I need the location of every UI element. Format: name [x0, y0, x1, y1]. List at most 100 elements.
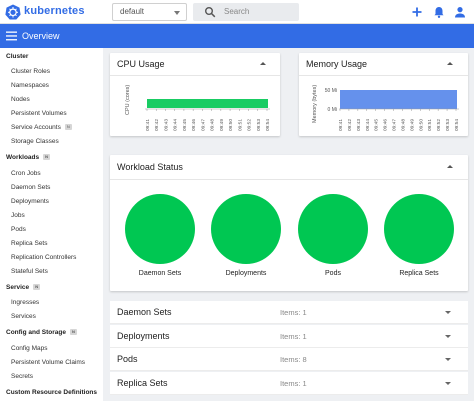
resource-item-count: Items: 1 — [280, 308, 307, 317]
collapse-icon[interactable] — [447, 165, 453, 168]
namespace-select[interactable]: default — [112, 3, 187, 21]
namespaced-badge: N — [69, 329, 77, 336]
x-tick-label: 09:54 — [454, 119, 460, 131]
x-tick-label: 09:45 — [182, 119, 188, 131]
resource-item-count: Items: 1 — [280, 379, 307, 388]
namespaced-badge: N — [43, 154, 51, 161]
status-pie-chart — [298, 194, 368, 264]
sidebar-item[interactable]: Config Maps — [11, 345, 103, 352]
resource-row[interactable]: Replica Sets Items: 1 — [110, 372, 468, 395]
sidebar-item-label: Replication Controllers — [11, 254, 77, 261]
cpu-usage-chart: CPU (cores) 09:41 09:42 09:43 09:44 09:45 09:… — [125, 85, 271, 131]
x-tick-label: 09:51 — [427, 119, 433, 131]
x-tick-label: 09:53 — [256, 119, 262, 131]
add-icon[interactable] — [409, 4, 425, 20]
workload-status-card: Workload Status Daemon Sets Deployments Po… — [110, 155, 468, 291]
resource-name: Replica Sets — [117, 378, 168, 388]
sidebar-item-label: Ingresses — [11, 299, 40, 306]
sidebar-item[interactable]: Storage Classes — [11, 138, 103, 145]
x-tick-label: 09:54 — [265, 119, 271, 131]
memory-tick-top: 50 Mi — [325, 88, 337, 94]
status-pie-chart — [384, 194, 454, 264]
sidebar-item[interactable]: Cluster Roles — [11, 68, 103, 75]
sidebar-item[interactable]: Ingresses — [11, 299, 103, 306]
cpu-usage-card: CPU Usage CPU (cores) 09:41 09:42 09:43 09:… — [110, 53, 280, 136]
cpu-usage-title: CPU Usage — [117, 59, 165, 69]
sidebar-item-label: Service — [6, 284, 30, 291]
card-divider — [110, 75, 280, 76]
sidebar-section-heading[interactable]: Cluster — [6, 53, 103, 60]
sidebar-item-label: Pods — [11, 226, 26, 233]
search-input[interactable]: Search — [193, 3, 299, 21]
memory-usage-title: Memory Usage — [306, 59, 368, 69]
caret-down-icon — [174, 11, 180, 15]
x-tick-label: 09:50 — [228, 119, 234, 131]
sidebar-item[interactable]: Service Accounts N — [11, 124, 103, 131]
x-tick-label: 09:52 — [247, 119, 253, 131]
resource-row[interactable]: Deployments Items: 1 — [110, 325, 468, 348]
card-divider — [299, 75, 468, 76]
sidebar-item-label: Config and Storage — [6, 329, 66, 336]
sidebar-section-heading[interactable]: Config and Storage N — [6, 329, 103, 336]
x-tick-label: 09:49 — [219, 119, 225, 131]
sidebar-section-heading[interactable]: Custom Resource Definitions — [6, 389, 103, 396]
menu-icon[interactable] — [6, 31, 17, 41]
x-tick-label: 09:47 — [392, 119, 398, 131]
workload-status-title: Workload Status — [117, 162, 183, 172]
x-tick-label: 09:53 — [445, 119, 451, 131]
expand-icon[interactable] — [445, 335, 451, 338]
x-tick-label: 09:41 — [145, 119, 151, 131]
memory-usage-chart: Memory (bytes) 50 Mi 0 Mi 09:41 09:42 09:4… — [312, 85, 460, 131]
x-tick-label: 09:46 — [191, 119, 197, 131]
expand-icon[interactable] — [445, 358, 451, 361]
sidebar-item[interactable]: Jobs — [11, 212, 103, 219]
x-tick-label: 09:43 — [356, 119, 362, 131]
sidebar-section-heading[interactable]: Workloads N — [6, 154, 103, 161]
sidebar-item[interactable]: Replication Controllers — [11, 254, 103, 261]
resource-row[interactable]: Daemon Sets Items: 1 — [110, 301, 468, 324]
collapse-icon[interactable] — [260, 62, 266, 65]
sidebar-item[interactable]: Nodes — [11, 96, 103, 103]
sidebar-item[interactable]: Pods — [11, 226, 103, 233]
sidebar-item-label: Stateful Sets — [11, 268, 48, 275]
sidebar: Cluster Cluster Roles Namespaces Nodes Persi… — [0, 48, 103, 401]
sidebar-item-label: Daemon Sets — [11, 184, 51, 191]
x-tick-label: 09:41 — [338, 119, 344, 131]
sidebar-item[interactable]: Secrets — [11, 373, 103, 380]
x-tick-label: 09:52 — [436, 119, 442, 131]
app-bar: Overview — [0, 24, 474, 48]
collapse-icon[interactable] — [447, 62, 453, 65]
sidebar-item[interactable]: Deployments — [11, 198, 103, 205]
sidebar-section-heading[interactable]: Service N — [6, 284, 103, 291]
namespaced-badge: N — [64, 124, 72, 131]
sidebar-item[interactable]: Persistent Volume Claims — [11, 359, 103, 366]
sidebar-item[interactable]: Namespaces — [11, 82, 103, 89]
bell-icon[interactable] — [431, 4, 447, 20]
kubernetes-logo-icon[interactable] — [5, 4, 21, 20]
x-tick-label: 09:42 — [154, 119, 160, 131]
cpu-usage-area — [147, 99, 268, 108]
resource-row[interactable]: Pods Items: 8 — [110, 348, 468, 371]
expand-icon[interactable] — [445, 311, 451, 314]
sidebar-item-label: Custom Resource Definitions — [6, 389, 98, 396]
sidebar-item[interactable]: Services — [11, 313, 103, 320]
status-pie-chart — [125, 194, 195, 264]
x-tick-label: 09:48 — [400, 119, 406, 131]
sidebar-item[interactable]: Stateful Sets — [11, 268, 103, 275]
sidebar-item[interactable]: Cron Jobs — [11, 170, 103, 177]
account-icon[interactable] — [452, 4, 468, 20]
sidebar-item[interactable]: Persistent Volumes — [11, 110, 103, 117]
sidebar-item-label: Secrets — [11, 373, 34, 380]
brand-name[interactable]: kubernetes — [24, 5, 85, 17]
sidebar-item[interactable]: Daemon Sets — [11, 184, 103, 191]
status-chart-label: Daemon Sets — [138, 270, 182, 277]
x-tick-label: 09:44 — [365, 119, 371, 131]
x-tick-label: 09:47 — [200, 119, 206, 131]
sidebar-item-label: Cron Jobs — [11, 170, 41, 177]
sidebar-item-label: Service Accounts — [11, 124, 61, 131]
expand-icon[interactable] — [445, 382, 451, 385]
sidebar-item[interactable]: Replica Sets — [11, 240, 103, 247]
namespace-value: default — [120, 7, 145, 16]
status-chart-label: Replica Sets — [399, 270, 439, 277]
memory-usage-area — [340, 90, 457, 109]
